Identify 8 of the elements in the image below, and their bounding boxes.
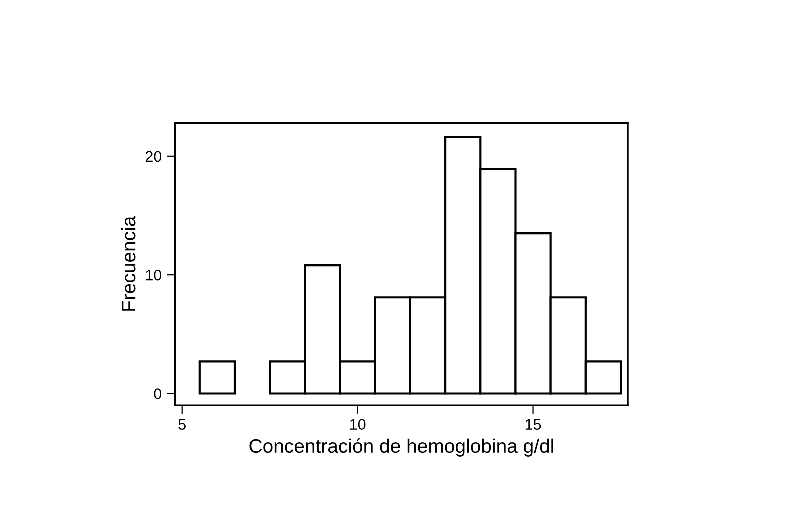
y-tick-label: 20 xyxy=(146,151,162,162)
y-axis-title: Frecuencia xyxy=(121,216,136,311)
x-tick-label: 15 xyxy=(526,419,542,430)
y-tick-label: 10 xyxy=(146,270,162,281)
y-tick-label: 0 xyxy=(154,388,162,400)
x-axis-title: Concentración de hemoglobina g/dl xyxy=(250,438,554,457)
x-tick-label: 5 xyxy=(178,419,186,430)
x-tick-label: 10 xyxy=(350,419,366,430)
